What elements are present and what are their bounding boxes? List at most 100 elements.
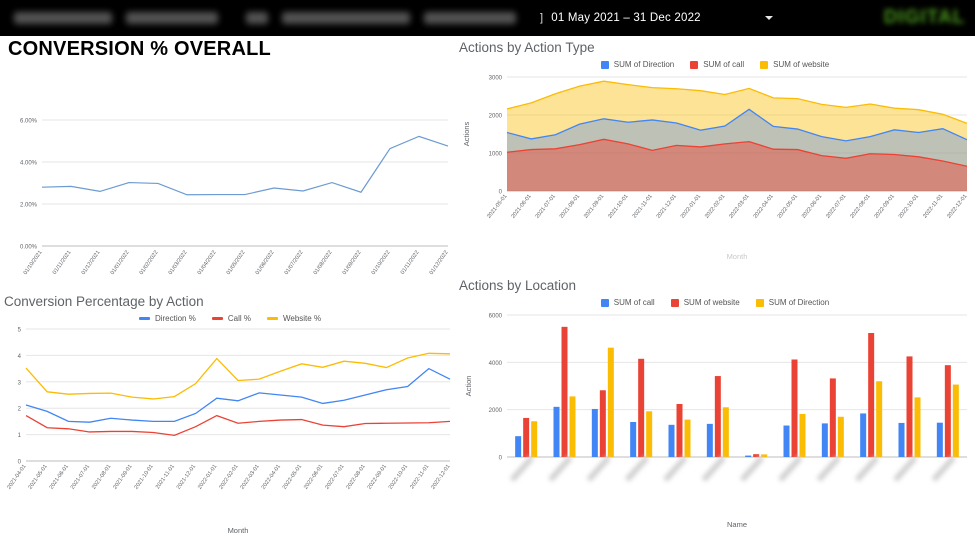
legend-item-sum-of-direction[interactable]: SUM of Direction bbox=[600, 60, 674, 69]
x-tick-label: 2021-12-01 bbox=[656, 194, 678, 220]
bar-sum-of-direction[interactable] bbox=[952, 384, 959, 457]
x-axis-labels-redacted bbox=[509, 455, 956, 482]
x-tick-label: 2022-09-01 bbox=[874, 194, 896, 220]
bar-sum-of-call[interactable] bbox=[553, 406, 560, 457]
x-tick-label: 2022-11-01 bbox=[409, 464, 430, 491]
actions-by-action-type-legend[interactable]: SUM of Direction SUM of call SUM of webs… bbox=[455, 60, 975, 69]
bar-sum-of-direction[interactable] bbox=[761, 454, 768, 457]
menu-item-1-redacted[interactable] bbox=[14, 12, 112, 24]
legend-item-loc-sum-of-website[interactable]: SUM of website bbox=[670, 298, 740, 307]
legend-line-blue bbox=[138, 317, 150, 320]
bar-sum-of-call[interactable] bbox=[630, 421, 637, 457]
bar-sum-of-direction[interactable] bbox=[837, 416, 844, 457]
date-range-selector[interactable]: ] 01 May 2021 – 31 Dec 2022 bbox=[522, 0, 874, 36]
bar-sum-of-website[interactable] bbox=[599, 390, 606, 457]
x-tick-label-redacted bbox=[624, 455, 650, 482]
legend-label-website-pct: Website % bbox=[282, 314, 322, 323]
legend-item-loc-sum-of-direction[interactable]: SUM of Direction bbox=[755, 298, 829, 307]
bar-sum-of-website[interactable] bbox=[714, 376, 721, 457]
legend-label-sum-of-call: SUM of call bbox=[703, 60, 745, 69]
x-tick-label: 2021-09-01 bbox=[583, 194, 605, 220]
x-tick-label: 2021-06-01 bbox=[510, 194, 532, 220]
legend-line-red bbox=[211, 317, 223, 320]
bar-sum-of-call[interactable] bbox=[745, 455, 752, 457]
bar-sum-of-call[interactable] bbox=[591, 408, 598, 457]
bar-sum-of-direction[interactable] bbox=[531, 421, 538, 457]
menu-item-2-redacted[interactable] bbox=[126, 12, 218, 24]
bar-sum-of-direction[interactable] bbox=[722, 407, 729, 457]
x-tick-label: 01/09/2022 bbox=[342, 250, 363, 276]
area-sum-of-direction bbox=[507, 109, 967, 191]
bar-sum-of-call[interactable] bbox=[821, 423, 828, 457]
legend-item-website-pct[interactable]: Website % bbox=[266, 314, 322, 323]
x-tick-label: 2022-08-01 bbox=[346, 464, 367, 491]
bar-sum-of-call[interactable] bbox=[783, 425, 790, 457]
line-direction- bbox=[25, 367, 451, 423]
bar-sum-of-direction[interactable] bbox=[569, 396, 576, 457]
bar-sum-of-direction[interactable] bbox=[914, 397, 921, 457]
legend-label-loc-sum-of-call: SUM of call bbox=[613, 298, 655, 307]
x-tick-label: 2022-03-01 bbox=[240, 464, 261, 491]
bar-sum-of-website[interactable] bbox=[523, 417, 530, 457]
bar-sum-of-call[interactable] bbox=[936, 422, 943, 457]
bar-sum-of-call[interactable] bbox=[668, 424, 675, 457]
bar-sum-of-website[interactable] bbox=[676, 403, 683, 457]
x-tick-label: 2021-06-01 bbox=[49, 464, 70, 491]
conversion-percentage-legend[interactable]: Direction % Call % Website % bbox=[0, 314, 460, 323]
x-tick-label: 2022-09-01 bbox=[367, 464, 388, 491]
legend-swatch-yellow bbox=[760, 60, 769, 69]
y-tick-label: 6.00% bbox=[20, 119, 38, 125]
bar-sum-of-call[interactable] bbox=[515, 436, 522, 457]
legend-item-direction-pct[interactable]: Direction % bbox=[138, 314, 196, 323]
bar-sum-of-call[interactable] bbox=[898, 422, 905, 457]
bar-sum-of-website[interactable] bbox=[829, 378, 836, 457]
x-tick-label: 2022-03-01 bbox=[728, 194, 750, 220]
menu-item-3-redacted[interactable] bbox=[246, 12, 268, 24]
x-tick-label: 2022-02-01 bbox=[218, 464, 239, 491]
legend-item-sum-of-website[interactable]: SUM of website bbox=[760, 60, 829, 69]
x-tick-label: 2022-07-01 bbox=[825, 194, 847, 220]
bar-sum-of-website[interactable] bbox=[753, 454, 760, 457]
bar-sum-of-website[interactable] bbox=[944, 365, 951, 457]
x-tick-label-redacted bbox=[931, 455, 956, 482]
bar-sum-of-call[interactable] bbox=[706, 423, 713, 457]
menu-item-5-redacted[interactable] bbox=[424, 12, 516, 24]
legend-label-sum-of-website: SUM of website bbox=[773, 60, 830, 69]
legend-swatch-yellow bbox=[755, 298, 764, 307]
bar-sum-of-direction[interactable] bbox=[646, 411, 653, 457]
x-tick-label: 01/11/2021 bbox=[52, 250, 73, 276]
x-tick-label: 2022-12-01 bbox=[946, 194, 968, 220]
y-tick-label: 6000 bbox=[489, 314, 503, 320]
x-tick-label: 01/08/2022 bbox=[313, 250, 334, 276]
bar-sum-of-website[interactable] bbox=[561, 326, 568, 457]
menu-item-4-redacted[interactable] bbox=[282, 12, 410, 24]
top-bar: ] 01 May 2021 – 31 Dec 2022 DIGITAL bbox=[0, 0, 975, 36]
bar-sum-of-direction[interactable] bbox=[684, 419, 691, 457]
x-tick-label: 2021-10-01 bbox=[607, 194, 629, 220]
top-bar-menu-redacted[interactable] bbox=[0, 0, 522, 36]
x-tick-label: 2021-12-01 bbox=[176, 464, 197, 491]
legend-item-loc-sum-of-call[interactable]: SUM of call bbox=[600, 298, 655, 307]
bar-sum-of-website[interactable] bbox=[638, 358, 645, 457]
bar-sum-of-website[interactable] bbox=[791, 359, 798, 457]
bar-sum-of-website[interactable] bbox=[868, 332, 875, 457]
bar-sum-of-website[interactable] bbox=[906, 356, 913, 457]
actions-by-location-legend[interactable]: SUM of call SUM of website SUM of Direct… bbox=[455, 298, 975, 307]
bar-sum-of-direction[interactable] bbox=[876, 381, 883, 457]
legend-item-sum-of-call[interactable]: SUM of call bbox=[690, 60, 744, 69]
bar-sum-of-direction[interactable] bbox=[799, 413, 806, 457]
y-tick-label: 4 bbox=[18, 354, 22, 360]
bar-sum-of-call[interactable] bbox=[860, 413, 867, 457]
x-tick-label: 01/12/2021 bbox=[81, 250, 102, 276]
bar-sum-of-direction[interactable] bbox=[607, 347, 614, 457]
legend-item-call-pct[interactable]: Call % bbox=[211, 314, 251, 323]
x-tick-label: 01/12/2022 bbox=[429, 250, 450, 276]
x-tick-label: 2022-02-01 bbox=[704, 194, 726, 220]
x-tick-label: 2022-04-01 bbox=[753, 194, 775, 220]
area-sum-of-call bbox=[507, 139, 967, 191]
chevron-down-icon[interactable] bbox=[764, 16, 773, 20]
x-tick-label: 2021-10-01 bbox=[134, 464, 155, 491]
x-tick-label-redacted bbox=[893, 455, 918, 482]
actions-by-location-svg: 0 2000 4000 6000 Action Name bbox=[464, 314, 967, 529]
